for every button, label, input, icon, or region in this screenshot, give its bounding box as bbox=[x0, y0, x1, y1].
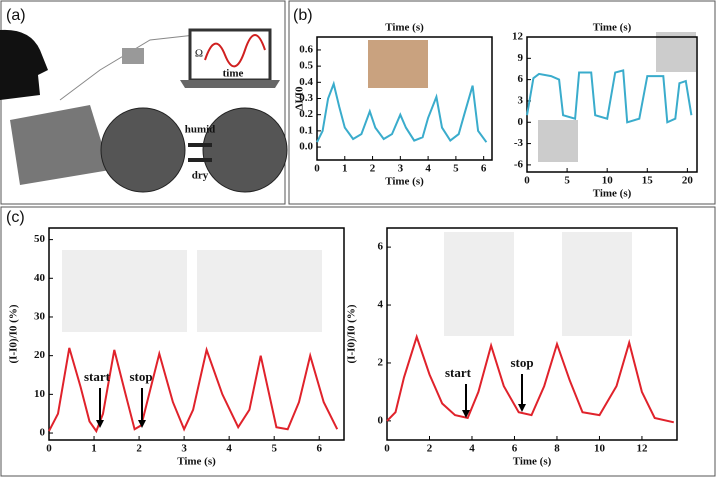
x-tick-label: 12 bbox=[636, 443, 648, 455]
y-axis-label: (I-I0)/I0 (%) bbox=[8, 304, 20, 363]
photo bbox=[656, 32, 696, 72]
y-tick-label: 6 bbox=[378, 241, 384, 253]
x-tick-label: 5 bbox=[453, 163, 459, 175]
data-line bbox=[386, 333, 675, 424]
x-tick-label: 4 bbox=[469, 443, 475, 455]
ohm-label: Ω bbox=[195, 48, 203, 60]
arrow-head bbox=[518, 404, 526, 412]
time-label: time bbox=[223, 68, 244, 80]
x-tick-label: 6 bbox=[481, 163, 487, 175]
arrow-head bbox=[462, 410, 470, 418]
x-tick-label: 1 bbox=[91, 443, 97, 455]
panel-frame bbox=[0, 0, 286, 205]
plot-frame bbox=[48, 227, 345, 441]
annotation: start bbox=[84, 369, 111, 384]
dry-label: dry bbox=[192, 170, 209, 182]
x-tick-label: 4 bbox=[425, 163, 431, 175]
y-tick-label: 0.2 bbox=[299, 108, 313, 120]
x-axis-label: Time (s) bbox=[385, 176, 424, 188]
y-axis-label: (I-I0)/I0 (%) bbox=[346, 304, 358, 363]
illustration: humid dry Ω time bbox=[0, 28, 288, 193]
panel-label: (c) bbox=[6, 209, 25, 226]
y-tick-label: 50 bbox=[34, 233, 46, 245]
x-tick-label: 5 bbox=[564, 175, 570, 187]
annotation: stop bbox=[510, 355, 533, 370]
photo bbox=[368, 40, 428, 88]
top-axis-label: Time (s) bbox=[385, 22, 424, 34]
y-tick-label: -3 bbox=[514, 137, 524, 149]
x-tick-label: 8 bbox=[554, 443, 560, 455]
y-tick-label: 9 bbox=[518, 52, 524, 64]
y-tick-label: 3 bbox=[518, 94, 524, 106]
x-axis-label: Time (s) bbox=[593, 188, 632, 200]
x-tick-label: 4 bbox=[226, 443, 232, 455]
y-tick-label: 6 bbox=[518, 73, 524, 85]
x-tick-label: 10 bbox=[594, 443, 606, 455]
y-tick-label: 0 bbox=[518, 116, 524, 128]
panel-frame bbox=[288, 0, 716, 205]
x-tick-label: 6 bbox=[316, 443, 322, 455]
y-tick-label: 40 bbox=[34, 272, 46, 284]
x-axis-label: Time (s) bbox=[513, 456, 552, 468]
x-tick-label: 5 bbox=[271, 443, 277, 455]
arrow-head bbox=[138, 420, 146, 428]
y-tick-label: 2 bbox=[378, 356, 384, 368]
arrow-head bbox=[96, 420, 104, 428]
x-tick-label: 6 bbox=[512, 443, 518, 455]
x-tick-label: 10 bbox=[602, 175, 614, 187]
panel-frame bbox=[0, 206, 716, 477]
y-tick-label: -6 bbox=[514, 158, 524, 170]
photo bbox=[62, 250, 187, 332]
data-line bbox=[316, 80, 488, 143]
x-tick-label: 15 bbox=[642, 175, 654, 187]
panel-label: (a) bbox=[6, 7, 26, 24]
plot-frame bbox=[386, 227, 678, 441]
top-axis-label: Time (s) bbox=[593, 22, 632, 34]
humid-label: humid bbox=[185, 124, 216, 136]
x-tick-label: 0 bbox=[46, 443, 52, 455]
x-tick-label: 3 bbox=[398, 163, 404, 175]
x-tick-label: 2 bbox=[136, 443, 142, 455]
data-line bbox=[48, 346, 339, 434]
y-tick-label: 0.0 bbox=[299, 141, 313, 153]
y-tick-label: 4 bbox=[378, 299, 384, 311]
photo bbox=[562, 232, 632, 336]
annotation: start bbox=[445, 365, 472, 380]
data-line bbox=[526, 69, 693, 124]
y-tick-label: 0.3 bbox=[299, 92, 313, 104]
y-tick-label: 0 bbox=[40, 427, 46, 439]
x-tick-label: 0 bbox=[384, 443, 390, 455]
photo bbox=[197, 250, 322, 332]
x-tick-label: 2 bbox=[370, 163, 376, 175]
y-tick-label: 0.6 bbox=[299, 43, 313, 55]
x-tick-label: 2 bbox=[427, 443, 433, 455]
photo bbox=[444, 232, 514, 336]
y-tick-label: 0 bbox=[378, 414, 384, 426]
y-tick-label: 30 bbox=[34, 311, 46, 323]
y-tick-label: 0.1 bbox=[299, 124, 313, 136]
y-axis-label: ΔI/I0 bbox=[294, 86, 306, 111]
x-tick-label: 0 bbox=[524, 175, 530, 187]
x-tick-label: 20 bbox=[682, 175, 694, 187]
x-tick-label: 0 bbox=[314, 163, 320, 175]
x-axis-label: Time (s) bbox=[177, 456, 216, 468]
photo bbox=[538, 120, 578, 162]
y-tick-label: 10 bbox=[34, 388, 46, 400]
x-tick-label: 1 bbox=[342, 163, 348, 175]
x-tick-label: 3 bbox=[181, 443, 187, 455]
y-tick-label: 0.5 bbox=[299, 60, 313, 72]
plot-frame bbox=[526, 36, 698, 173]
y-tick-label: 20 bbox=[34, 349, 46, 361]
y-tick-label: 12 bbox=[512, 31, 524, 43]
panel-label: (b) bbox=[293, 7, 313, 24]
y-tick-label: 0.4 bbox=[299, 76, 313, 88]
annotation: stop bbox=[129, 369, 152, 384]
